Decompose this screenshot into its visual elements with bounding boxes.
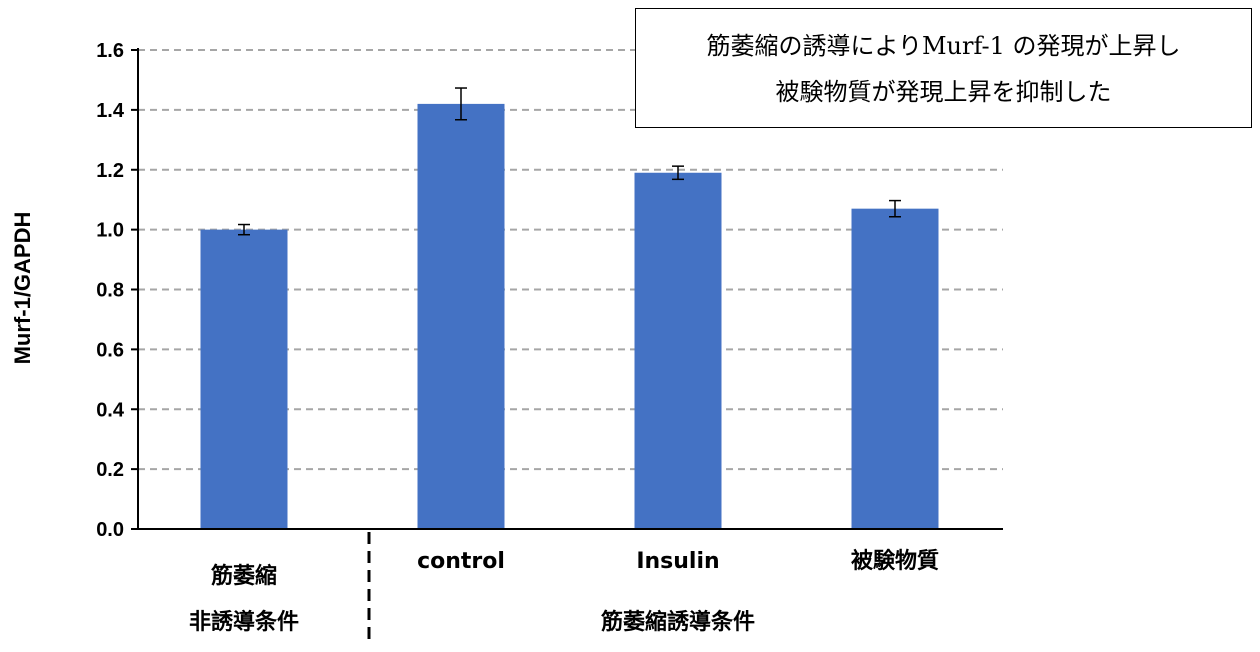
bars	[200, 103, 939, 529]
bar	[634, 172, 722, 529]
y-tick-label: 0.6	[96, 339, 124, 361]
y-ticks: 0.0 0.2 0.4 0.6 0.8 1.0 1.2 1.4 1.6	[96, 40, 138, 541]
y-tick-label: 1.6	[96, 40, 124, 62]
y-tick-label: 1.4	[96, 100, 125, 122]
y-tick-label: 1.0	[96, 220, 124, 242]
y-tick-label: 0.0	[96, 519, 124, 541]
y-axis-label: Murf-1/GAPDH	[10, 212, 35, 365]
bar	[851, 208, 939, 529]
bar	[417, 103, 505, 529]
x-category-label: control	[417, 549, 505, 574]
x-category-label: 被験物質	[851, 548, 939, 574]
y-tick-label: 0.8	[96, 280, 124, 302]
group-label: 筋萎縮誘導条件	[600, 609, 755, 635]
x-category-label: 筋萎縮	[210, 563, 277, 589]
annotation-line-2: 被験物質が発現上昇を抑制した	[775, 78, 1112, 106]
y-tick-label: 0.2	[96, 459, 124, 481]
annotation-line-1: 筋萎縮の誘導によりMurf-1 の発現が上昇し	[706, 32, 1181, 60]
x-category-label: Insulin	[636, 549, 719, 574]
y-tick-label: 1.2	[96, 160, 124, 182]
y-tick-label: 0.4	[96, 399, 125, 421]
error-bars	[238, 87, 901, 236]
bar	[200, 229, 288, 529]
x-category-label: 非誘導条件	[189, 609, 299, 635]
annotation-box: 筋萎縮の誘導によりMurf-1 の発現が上昇し 被験物質が発現上昇を抑制した	[635, 8, 1252, 128]
